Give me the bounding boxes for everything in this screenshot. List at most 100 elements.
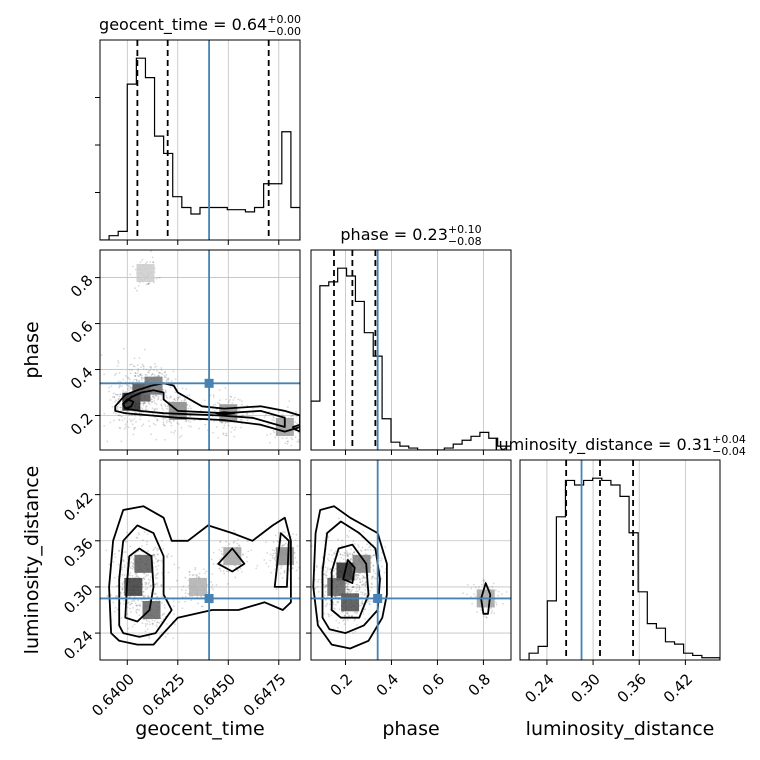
scatter-point xyxy=(117,393,119,396)
scatter-point xyxy=(280,565,283,568)
scatter-point xyxy=(333,551,336,554)
x-tick-label-luminosity_distance: 0.24 xyxy=(521,670,557,706)
scatter-point xyxy=(159,372,162,375)
scatter-point xyxy=(247,550,250,553)
scatter-point xyxy=(178,601,181,603)
scatter-point xyxy=(358,584,361,587)
scatter-point xyxy=(120,381,122,383)
scatter-point xyxy=(181,387,184,390)
scatter-point xyxy=(131,565,134,567)
scatter-point xyxy=(134,414,137,417)
scatter-point xyxy=(126,531,128,534)
scatter-point xyxy=(350,548,353,551)
scatter-point xyxy=(334,608,336,610)
scatter-point xyxy=(127,602,129,605)
scatter-point xyxy=(337,601,340,604)
scatter-point xyxy=(169,395,172,398)
scatter-point xyxy=(129,567,132,569)
scatter-point xyxy=(166,377,169,380)
scatter-point xyxy=(239,399,241,401)
scatter-point xyxy=(152,369,155,371)
scatter-point xyxy=(246,404,249,407)
scatter-point xyxy=(175,579,178,582)
scatter-point xyxy=(352,586,355,589)
scatter-point xyxy=(362,576,365,579)
scatter-point xyxy=(362,576,365,579)
scatter-point xyxy=(153,619,156,622)
scatter-point xyxy=(195,576,198,578)
scatter-point xyxy=(116,406,119,408)
scatter-point xyxy=(148,581,151,584)
scatter-point xyxy=(113,610,116,613)
scatter-point xyxy=(154,407,157,410)
scatter-point xyxy=(142,590,145,593)
scatter-point xyxy=(356,586,359,589)
scatter-point xyxy=(366,601,369,603)
scatter-point xyxy=(184,576,187,579)
scatter-point xyxy=(273,416,275,419)
scatter-point xyxy=(352,632,354,635)
scatter-point xyxy=(373,577,376,579)
scatter-point xyxy=(146,587,149,590)
scatter-point xyxy=(157,397,160,400)
scatter-point xyxy=(180,399,183,402)
scatter-point xyxy=(300,408,302,410)
scatter-point xyxy=(228,543,231,545)
scatter-point xyxy=(298,453,300,455)
scatter-point xyxy=(373,554,376,557)
scatter-point xyxy=(148,371,151,374)
scatter-point xyxy=(189,415,191,417)
scatter-point xyxy=(246,413,249,416)
scatter-point xyxy=(116,608,119,611)
contour-line xyxy=(122,389,286,428)
scatter-point xyxy=(155,574,158,576)
histogram-geocent_time xyxy=(100,57,300,240)
scatter-point xyxy=(160,559,163,562)
scatter-point xyxy=(148,282,151,284)
scatter-point xyxy=(117,414,120,417)
scatter-point xyxy=(329,603,331,606)
scatter-point xyxy=(133,357,136,360)
scatter-point xyxy=(145,625,147,627)
scatter-point xyxy=(188,574,191,576)
scatter-point xyxy=(364,584,367,587)
scatter-point xyxy=(348,529,351,532)
scatter-point xyxy=(161,595,163,598)
scatter-point xyxy=(228,401,230,403)
scatter-point xyxy=(155,365,158,368)
scatter-point xyxy=(151,619,154,622)
scatter-point xyxy=(169,420,171,423)
scatter-point xyxy=(470,596,473,598)
scatter-point xyxy=(135,608,138,611)
scatter-point xyxy=(227,424,230,427)
scatter-point xyxy=(160,620,163,623)
scatter-point xyxy=(355,573,358,576)
scatter-point xyxy=(154,402,156,405)
scatter-point xyxy=(187,592,190,595)
scatter-point xyxy=(483,615,486,618)
scatter-point xyxy=(112,601,115,604)
scatter-point xyxy=(178,436,181,439)
scatter-point xyxy=(147,595,150,598)
scatter-point xyxy=(133,623,136,626)
scatter-point xyxy=(230,395,233,398)
scatter-point xyxy=(290,444,293,447)
scatter-point xyxy=(212,431,214,434)
scatter-point xyxy=(129,572,132,574)
y-axis-label-phase: phase xyxy=(21,321,43,378)
scatter-point xyxy=(272,429,275,432)
scatter-point xyxy=(233,540,236,543)
scatter-point xyxy=(156,553,159,556)
scatter-point xyxy=(282,530,284,533)
scatter-point xyxy=(359,581,362,584)
scatter-point xyxy=(119,385,121,388)
scatter-point xyxy=(163,376,166,379)
scatter-point xyxy=(118,403,121,405)
scatter-point xyxy=(480,583,483,586)
scatter-point xyxy=(130,610,132,613)
scatter-point xyxy=(141,408,144,411)
scatter-point xyxy=(355,583,358,586)
scatter-point xyxy=(346,586,349,588)
scatter-point xyxy=(361,577,364,580)
scatter-point xyxy=(120,415,123,418)
